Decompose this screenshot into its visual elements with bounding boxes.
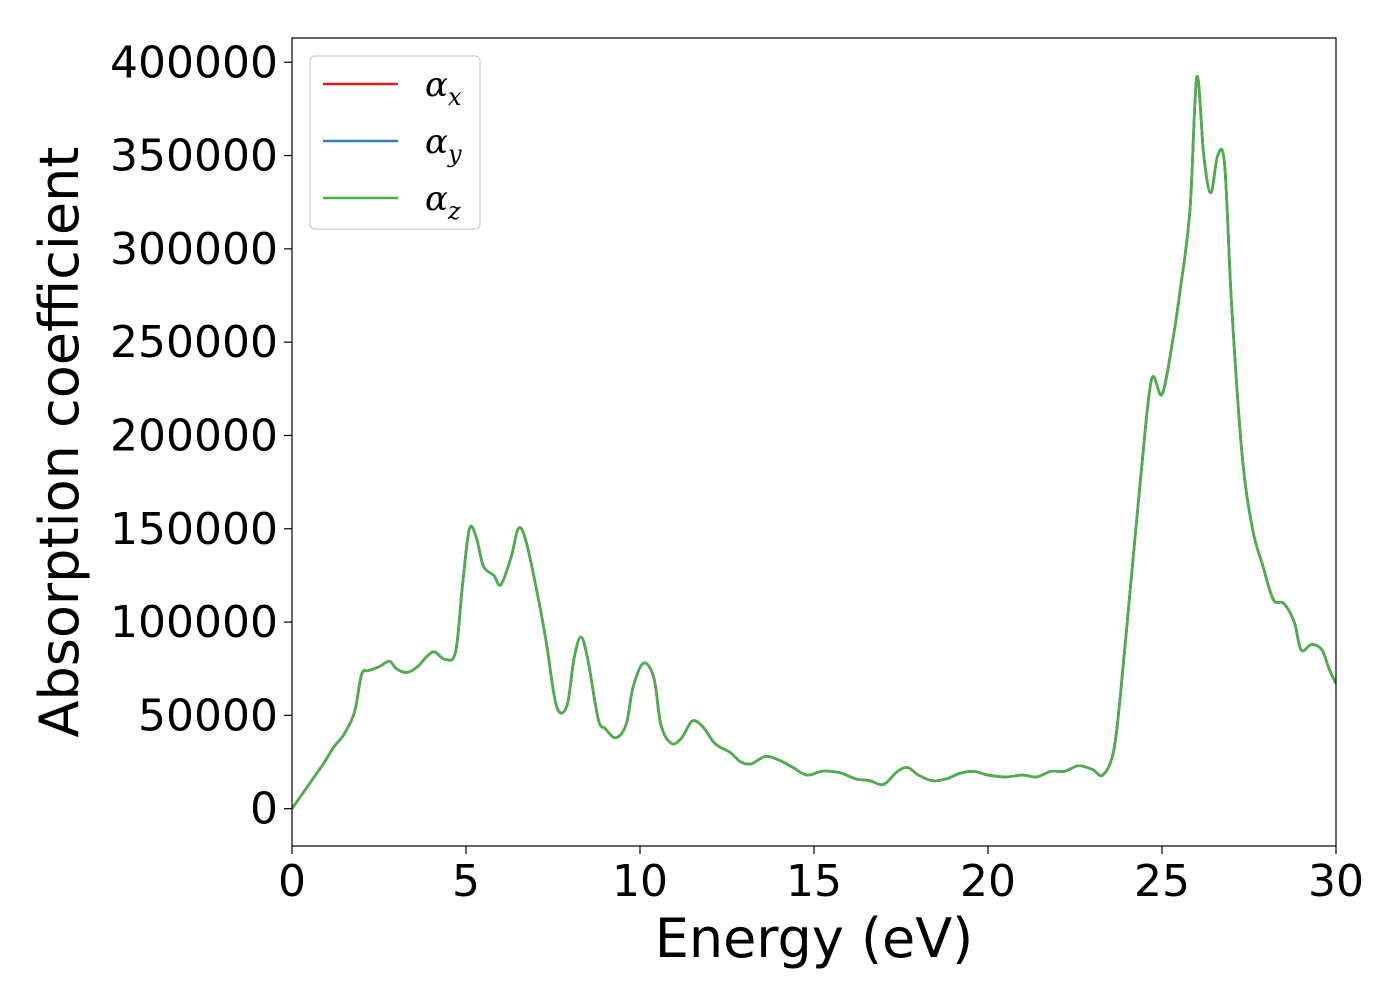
plot-area — [292, 75, 1336, 810]
y-axis-label: Absorption coefficient — [28, 147, 91, 738]
y-tick-label: 250000 — [110, 317, 278, 368]
y-tick-label: 100000 — [110, 597, 278, 648]
x-tick-label: 10 — [612, 856, 668, 907]
y-tick-label: 350000 — [110, 131, 278, 182]
x-tick-label: 30 — [1308, 856, 1364, 907]
x-axis: 0 5 10 15 20 25 30 — [278, 846, 1364, 907]
series-line-α-z — [292, 75, 1336, 810]
x-tick-label: 25 — [1134, 856, 1190, 907]
y-tick-label: 300000 — [110, 224, 278, 275]
y-axis: 0 50000 100000 150000 200000 250000 300000 3500… — [110, 37, 292, 835]
y-tick-label: 0 — [250, 784, 278, 835]
x-axis-label: Energy (eV) — [655, 907, 974, 970]
y-tick-label: 400000 — [110, 37, 278, 88]
y-tick-label: 200000 — [110, 410, 278, 461]
y-tick-label: 150000 — [110, 504, 278, 555]
x-tick-label: 15 — [786, 856, 842, 907]
x-tick-label: 5 — [452, 856, 480, 907]
x-tick-label: 20 — [960, 856, 1016, 907]
x-tick-label: 0 — [278, 856, 306, 907]
legend-box — [309, 55, 481, 230]
y-tick-label: 50000 — [138, 690, 278, 741]
